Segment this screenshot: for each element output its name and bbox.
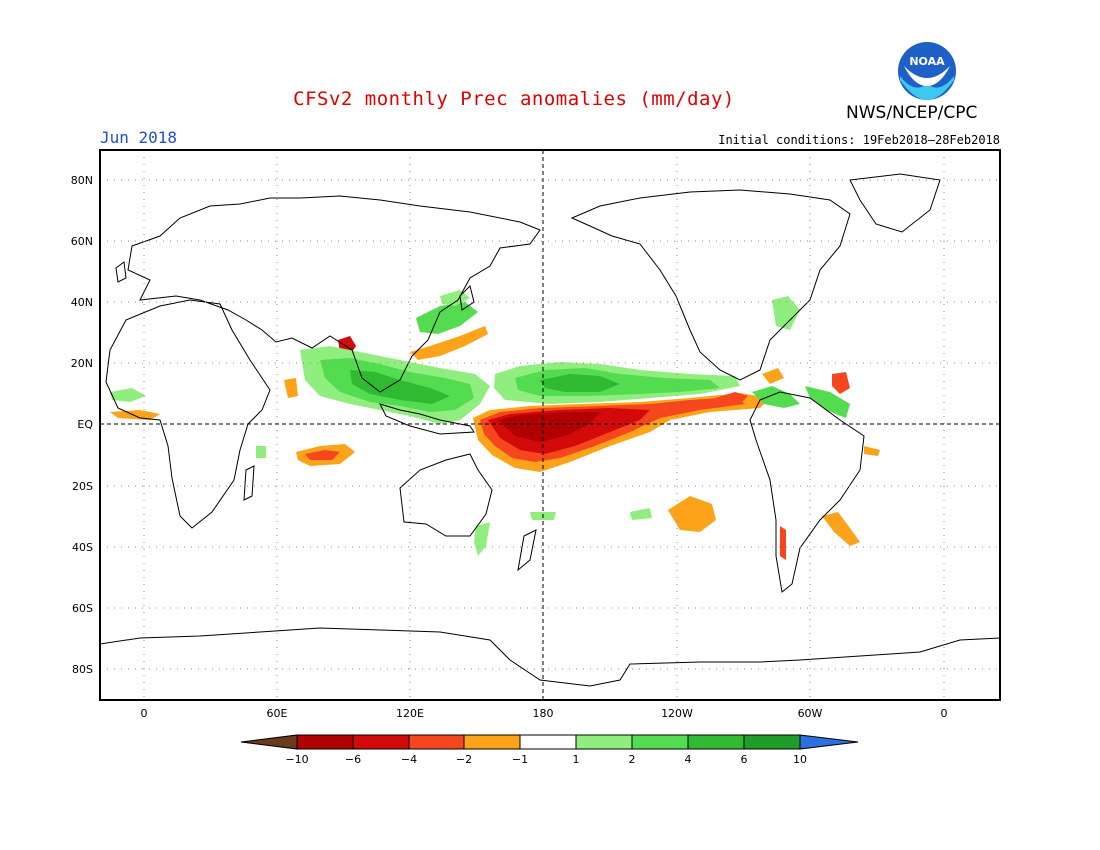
- lat-label: 80N: [71, 174, 93, 187]
- brazil-dry-patch: [864, 446, 880, 456]
- west-africa-wet: [110, 388, 146, 402]
- colorbar-label: −10: [285, 753, 308, 766]
- eurasia-coastline: [127, 195, 541, 393]
- colorbar-label: 1: [573, 753, 580, 766]
- uk-coastline: [115, 261, 127, 283]
- colorbar-high-arrow: [799, 734, 859, 750]
- north-pacific-itcz-wet-strong: [540, 374, 620, 392]
- organization-label: NWS/NCEP/CPC: [846, 103, 978, 123]
- southwest-indian-wet: [256, 446, 266, 458]
- coastlines: [100, 173, 1000, 687]
- noaa-logo: NOAA: [896, 40, 958, 106]
- madagascar-coastline: [243, 465, 255, 501]
- colorbar-box: [575, 734, 633, 750]
- map-title: CFSv2 monthly Prec anomalies (mm/day): [293, 88, 735, 110]
- lat-label: 20N: [71, 357, 93, 370]
- maritime-continent-wet-strong: [350, 370, 450, 404]
- north-pacific-wet-patch: [630, 508, 652, 520]
- colorbar-box: [463, 734, 521, 750]
- arabian-sea-dry-patch: [284, 378, 298, 398]
- latitude-labels: 80N 60N 40N 20N EQ 20S 40S 60S 80S: [71, 174, 94, 676]
- africa-coastline: [105, 299, 271, 529]
- colorbar-label: −6: [345, 753, 361, 766]
- lon-label: 0: [141, 707, 148, 720]
- colorbar-label: 6: [741, 753, 748, 766]
- central-america-wet: [752, 386, 800, 408]
- south-america-coastline: [749, 391, 865, 593]
- colorbar-label: 10: [793, 753, 807, 766]
- map-frame: [99, 149, 1001, 701]
- east-us-wet: [772, 296, 800, 330]
- lon-label: 180: [533, 707, 554, 720]
- philippine-sea-dry-streak: [410, 326, 488, 360]
- australia-coastline: [399, 453, 493, 537]
- colorbar-label: 4: [685, 753, 692, 766]
- svg-text:NOAA: NOAA: [909, 55, 945, 68]
- japan-coastline: [459, 285, 475, 311]
- lat-label: 40S: [72, 541, 93, 554]
- lon-label: 60E: [267, 707, 288, 720]
- atlantic-itcz-wet: [805, 386, 850, 418]
- lat-label: 80S: [72, 663, 93, 676]
- anomaly-shading: [110, 290, 880, 560]
- initial-conditions: Initial conditions: 19Feb2018–28Feb2018: [718, 133, 1000, 147]
- lat-label: EQ: [77, 418, 93, 431]
- colorbar-label: −2: [456, 753, 472, 766]
- lat-label: 20S: [72, 480, 93, 493]
- colorbar-label: −4: [401, 753, 417, 766]
- indonesia-coastline: [379, 403, 475, 435]
- indian-ocean-dry-core: [305, 450, 340, 460]
- lon-label: 120E: [396, 707, 424, 720]
- colorbar-box: [743, 734, 801, 750]
- lat-label: 60N: [71, 235, 93, 248]
- longitude-labels: 0 60E 120E 180 120W 60W 0: [141, 707, 948, 720]
- colorbar-box: [296, 734, 354, 750]
- colorbar-box: [631, 734, 689, 750]
- colorbar-box: [687, 734, 745, 750]
- south-pacific-dry-patch: [668, 496, 716, 532]
- lon-label: 120W: [661, 707, 693, 720]
- lat-label: 40N: [71, 296, 93, 309]
- new-zealand-coastline: [517, 529, 537, 572]
- lat-label: 60S: [72, 602, 93, 615]
- antarctica-coastline: [100, 627, 1000, 687]
- atlantic-dry-patch: [832, 372, 850, 394]
- colorbar-box: [519, 734, 577, 750]
- lon-label: 60W: [798, 707, 823, 720]
- gridlines: [100, 150, 1000, 700]
- colorbar-box: [352, 734, 410, 750]
- colorbar-label: 2: [629, 753, 636, 766]
- greenland-coastline: [849, 173, 941, 233]
- north-america-coastline: [570, 189, 851, 381]
- colorbar-box: [408, 734, 465, 750]
- colorbar-label: −1: [512, 753, 528, 766]
- east-pacific-dry-streak: [715, 392, 748, 404]
- colorbar-low-arrow: [240, 734, 298, 750]
- south-atlantic-dry-patch: [822, 512, 860, 546]
- colorbar: [240, 734, 859, 750]
- west-africa-dry-strip: [110, 410, 160, 420]
- forecast-month: Jun 2018: [100, 128, 178, 147]
- chile-dry-strip: [780, 526, 786, 560]
- colorbar-labels: −10 −6 −4 −2 −1 1 2 4 6 10: [285, 753, 807, 766]
- lon-label: 0: [941, 707, 948, 720]
- central-pacific-dry-anomaly-core: [498, 412, 600, 442]
- southeast-us-dry-patch: [762, 368, 784, 384]
